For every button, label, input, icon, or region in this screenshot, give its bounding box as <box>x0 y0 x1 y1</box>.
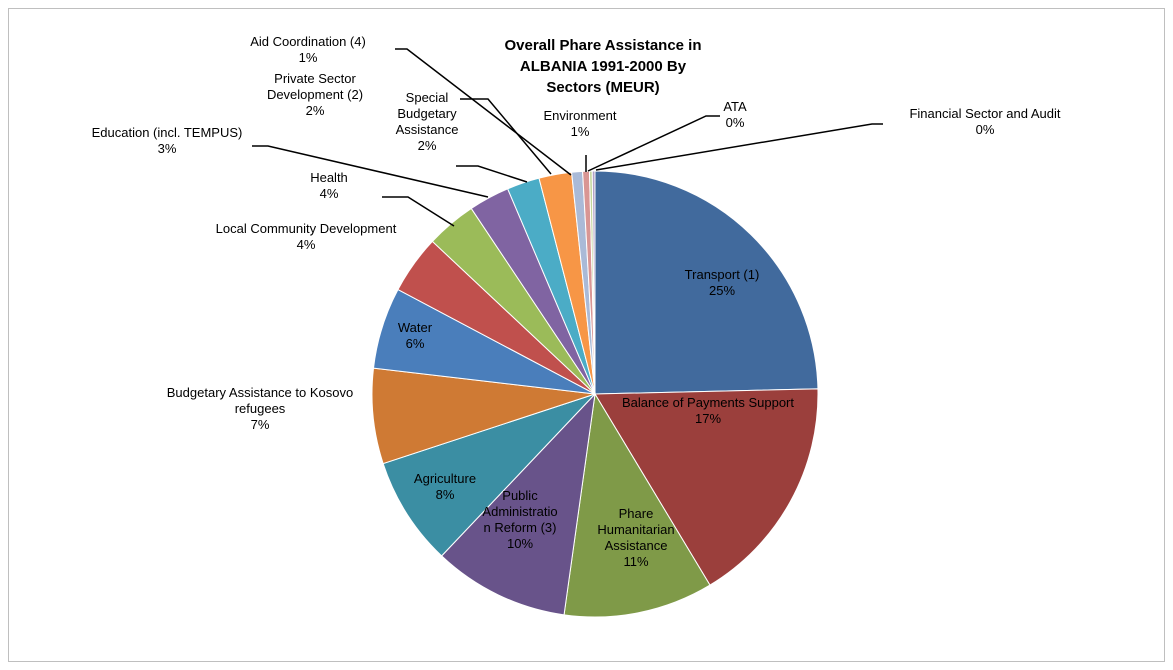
data-label-name: Health <box>310 170 348 185</box>
leader-line <box>460 98 552 175</box>
data-label-name: Budgetary Assistance to Kosovo <box>167 385 353 400</box>
data-label-name: Special <box>406 90 449 105</box>
chart-title-line: Sectors (MEUR) <box>546 79 659 96</box>
data-label-percent: 0% <box>976 122 995 137</box>
data-label-percent: 4% <box>320 186 339 201</box>
data-label: Health 4% <box>310 170 348 201</box>
data-label-name: Assistance <box>605 538 668 553</box>
data-labels: Transport (1) 25% Balance of Payments Supp… <box>92 34 1061 569</box>
data-label-name: Assistance <box>396 122 459 137</box>
data-label-name: Balance of Payments Support <box>622 395 794 410</box>
data-label-name: Phare <box>619 506 654 521</box>
data-label: Education (incl. TEMPUS) 3% <box>92 125 243 156</box>
data-label: Special Budgetary Assistance 2% <box>396 90 459 153</box>
chart-title-line: ALBANIA 1991-2000 By <box>520 58 687 75</box>
data-label: Transport (1) 25% <box>685 267 760 298</box>
data-label-percent: 1% <box>299 50 318 65</box>
data-label-percent: 2% <box>306 103 325 118</box>
data-label: Financial Sector and Audit 0% <box>909 106 1060 137</box>
data-label-percent: 2% <box>418 138 437 153</box>
data-label-percent: 17% <box>695 411 721 426</box>
data-label: Budgetary Assistance to Kosovo refugees 7% <box>167 385 353 432</box>
data-label-percent: 11% <box>623 554 648 569</box>
pie-slice-balance-of-payments-support <box>594 388 819 586</box>
data-label: Environment 1% <box>544 108 617 139</box>
leader-line <box>595 123 883 171</box>
pie-slice-public-administration-reform-3 <box>440 392 596 616</box>
data-label: Private Sector Development (2) 2% <box>267 71 363 118</box>
pie-slice-agriculture <box>382 393 596 557</box>
data-label: Local Community Development 4% <box>216 221 397 252</box>
data-label-name: Budgetary <box>397 106 457 121</box>
data-label-name: Financial Sector and Audit <box>909 106 1060 121</box>
data-label: Agriculture 8% <box>414 471 476 502</box>
data-label: Public Administratio n Reform (3) 10% <box>482 488 557 551</box>
leader-line <box>395 48 572 176</box>
data-label-name: ATA <box>723 99 747 114</box>
data-label-name: Education (incl. TEMPUS) <box>92 125 243 140</box>
data-label-percent: 4% <box>297 237 316 252</box>
data-label-name: Private Sector <box>274 71 356 86</box>
chart-title-line: Overall Phare Assistance in <box>504 37 701 54</box>
leader-line <box>456 165 528 183</box>
data-label-name: Environment <box>544 108 617 123</box>
leader-lines <box>252 48 883 227</box>
pie-slice-phare-humanitarian-assistance <box>563 392 711 618</box>
chart-title: Overall Phare Assistance in ALBANIA 1991… <box>504 37 701 96</box>
data-label-name: Public <box>502 488 538 503</box>
data-label: Balance of Payments Support 17% <box>622 395 794 426</box>
leader-line <box>587 115 720 172</box>
leader-line <box>252 145 489 198</box>
data-label-name: Agriculture <box>414 471 476 486</box>
leader-line <box>382 196 455 227</box>
data-label: ATA 0% <box>723 99 747 130</box>
data-label: Aid Coordination (4) 1% <box>250 34 366 65</box>
data-label-name: Administratio <box>482 504 557 519</box>
data-label-name: Local Community Development <box>216 221 397 236</box>
pie-slice-financial-sector-and-audit <box>591 170 596 395</box>
data-label-name: Transport (1) <box>685 267 760 282</box>
pie-slices <box>371 170 819 618</box>
data-label-percent: 7% <box>251 417 270 432</box>
pie-slice-transport-1 <box>594 170 819 395</box>
data-label-name: Aid Coordination (4) <box>250 34 366 49</box>
data-label-percent: 3% <box>158 141 177 156</box>
data-label-name: refugees <box>235 401 286 416</box>
data-label-name: Water <box>398 320 433 335</box>
data-label-name: Development (2) <box>267 87 363 102</box>
data-label-percent: 8% <box>436 487 455 502</box>
data-label-percent: 0% <box>726 115 745 130</box>
data-label-name: Humanitarian <box>597 522 674 537</box>
data-label-percent: 10% <box>507 536 533 551</box>
data-label-percent: 1% <box>571 124 590 139</box>
data-label: Phare Humanitarian Assistance 11% <box>597 506 674 569</box>
data-label-percent: 25% <box>709 283 735 298</box>
data-label: Water 6% <box>398 320 433 351</box>
data-label-percent: 6% <box>406 336 425 351</box>
data-label-name: n Reform (3) <box>484 520 557 535</box>
